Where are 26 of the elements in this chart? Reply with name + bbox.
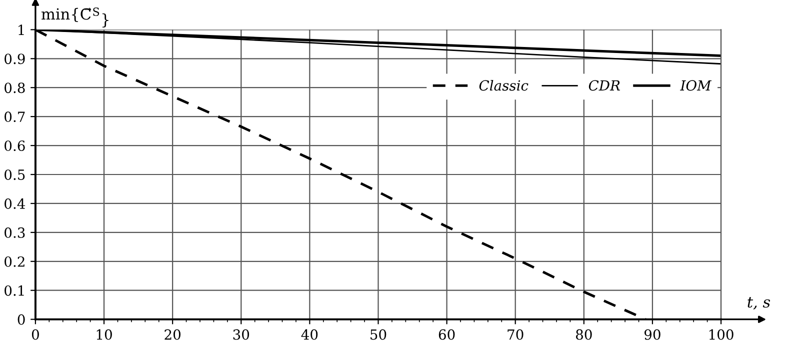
- x-tick-label: 40: [301, 329, 318, 340]
- x-tick-label: 90: [644, 329, 660, 340]
- y-tick-label: 0: [18, 314, 25, 325]
- x-tick-label: 60: [438, 329, 455, 340]
- x-tick-label: 70: [508, 329, 524, 340]
- y-tick-label: 0.1: [4, 285, 24, 296]
- y-tick-label: 0.3: [4, 227, 25, 238]
- y-tick-label: 0.9: [4, 54, 25, 64]
- legend-label: Classic: [479, 80, 528, 91]
- y-tick-label: 0.5: [4, 169, 25, 180]
- y-tick-label: 0.4: [4, 198, 26, 209]
- x-tick-label: 10: [96, 329, 112, 340]
- y-tick-label: 0.8: [4, 82, 25, 94]
- y-tick-label: 1: [18, 24, 24, 35]
- x-tick-label: 0: [32, 329, 39, 340]
- y-tick-label: 0.7: [4, 112, 25, 122]
- y-tick-label: 0.2: [4, 256, 24, 267]
- legend-label: IOM: [680, 80, 712, 91]
- x-tick-label: 100: [709, 329, 734, 340]
- y-tick-label: 0.6: [4, 140, 25, 152]
- x-tick-label: 80: [576, 329, 592, 340]
- legend-label: CDR: [588, 80, 620, 91]
- x-tick-label: 30: [233, 329, 250, 340]
- x-tick-label: 20: [164, 329, 180, 340]
- x-axis-title: t, s: [748, 297, 770, 310]
- x-tick-label: 50: [370, 329, 386, 340]
